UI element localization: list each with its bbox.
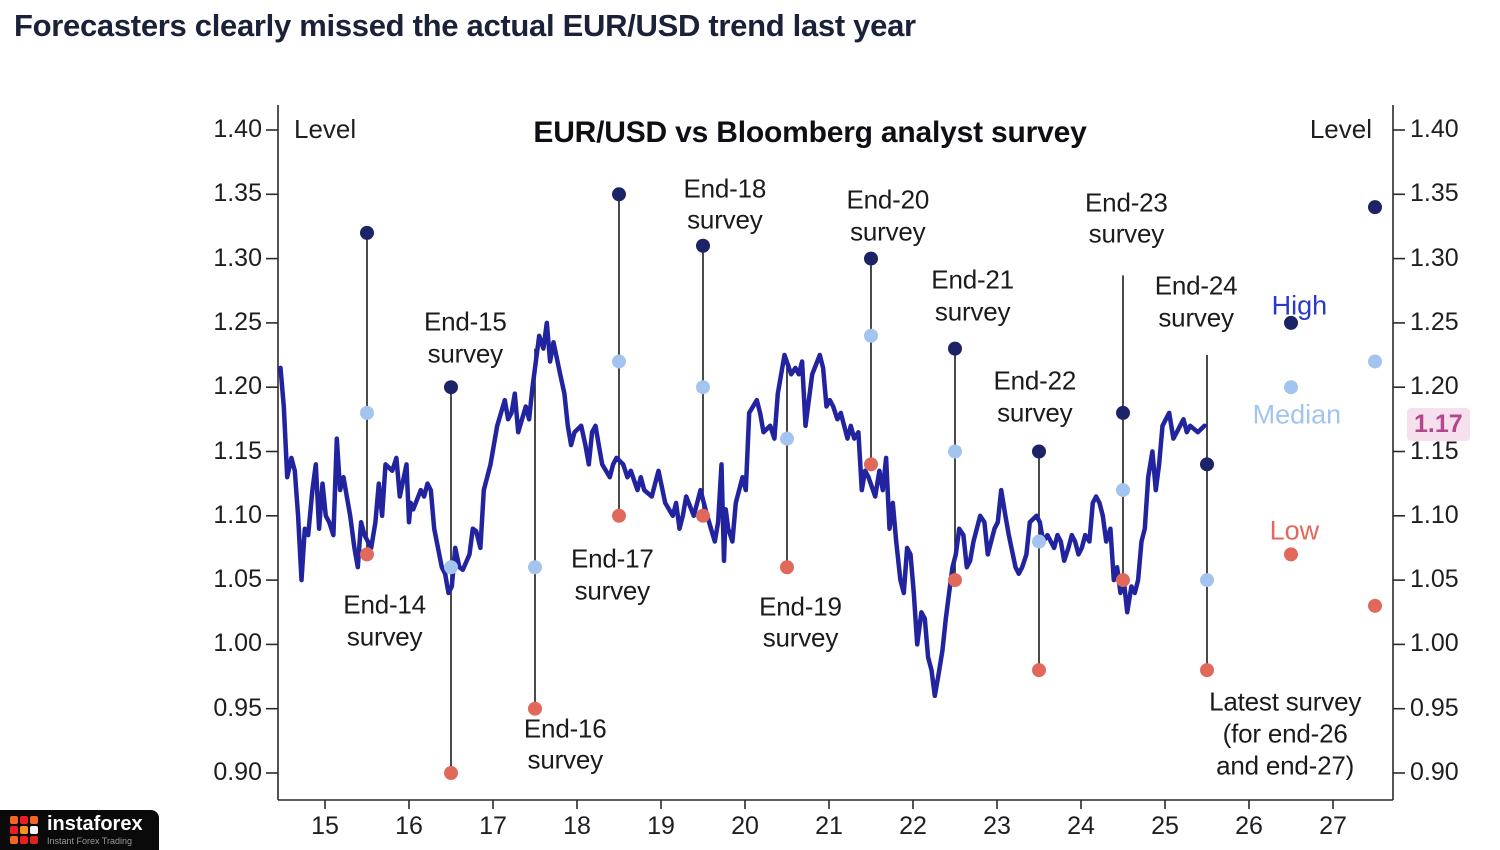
- low-dot-latest-survey-end-26: [1284, 547, 1298, 562]
- median-dot-end-15-survey: [444, 560, 458, 575]
- instaforex-logo-icon: [10, 816, 38, 844]
- median-dot-end-16-survey: [528, 560, 542, 575]
- high-dot-latest-survey-end-26: [1284, 315, 1298, 330]
- instaforex-watermark: instaforex Instant Forex Trading: [0, 810, 159, 850]
- y-axis-title-right: Level: [1309, 114, 1372, 144]
- high-dot-end-21-survey: [948, 341, 962, 356]
- low-dot-end-22-survey: [1032, 663, 1046, 678]
- median-dot-end-17-survey: [612, 354, 626, 369]
- high-dot-end-22-survey: [1032, 444, 1046, 459]
- median-dot-end-19-survey: [780, 431, 794, 446]
- median-dot-latest-survey-end-26: [1284, 380, 1298, 395]
- watermark-text: instaforex Instant Forex Trading: [47, 814, 143, 846]
- median-dot-end-14-survey: [360, 405, 374, 420]
- high-dot-end-14-survey: [360, 225, 374, 240]
- high-dot-end-18-survey: [696, 238, 710, 253]
- median-dot-end-20-survey: [864, 328, 878, 343]
- low-dot-end-20-survey: [864, 457, 878, 472]
- watermark-brand: instaforex: [47, 813, 143, 835]
- median-dot-end-24-survey: [1200, 573, 1214, 588]
- high-dot-end-17-survey: [612, 187, 626, 202]
- y-axis-title-left: Level: [294, 114, 357, 144]
- high-dot-end-20-survey: [864, 251, 878, 266]
- high-dot-end-15-survey: [444, 380, 458, 395]
- low-dot-end-18-survey: [696, 508, 710, 523]
- low-dot-end-14-survey: [360, 547, 374, 562]
- low-dot-end-15-survey: [444, 766, 458, 780]
- low-dot-end-16-survey: [528, 701, 542, 716]
- high-dot-end-23-survey: [1116, 405, 1130, 420]
- high-dot-end-24-survey: [1200, 457, 1214, 472]
- low-dot-end-17-survey: [612, 508, 626, 523]
- low-dot-end-23-survey: [1116, 573, 1130, 588]
- median-dot-end-23-survey: [1116, 483, 1130, 498]
- median-dot-end-18-survey: [696, 380, 710, 395]
- low-dot-latest-survey-end-27: [1368, 598, 1382, 613]
- low-dot-end-19-survey: [780, 560, 794, 575]
- median-dot-end-22-survey: [1032, 534, 1046, 549]
- median-dot-end-21-survey: [948, 444, 962, 459]
- price-line: [278, 320, 1207, 699]
- median-dot-latest-survey-end-27: [1368, 354, 1382, 369]
- chart-title: EUR/USD vs Bloomberg analyst survey: [533, 116, 1087, 149]
- watermark-tagline: Instant Forex Trading: [47, 836, 133, 846]
- high-dot-latest-survey-end-27: [1368, 200, 1382, 215]
- low-dot-end-21-survey: [948, 573, 962, 588]
- current-price-badge: 1.17: [1407, 408, 1470, 441]
- low-dot-end-24-survey: [1200, 663, 1214, 678]
- page-title: Forecasters clearly missed the actual EU…: [14, 8, 916, 43]
